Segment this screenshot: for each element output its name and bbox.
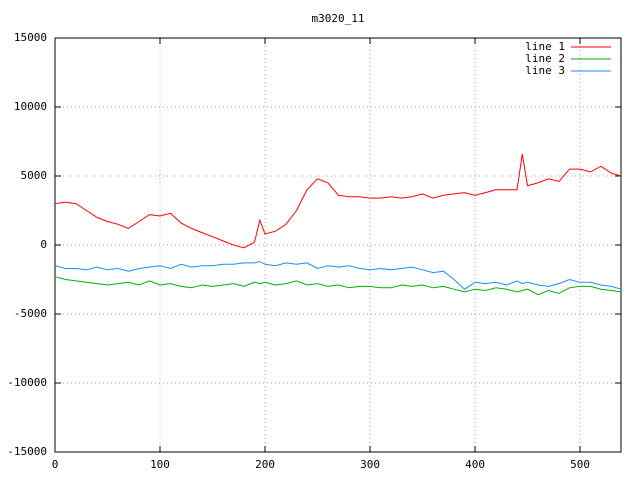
y-tick-label: -10000 bbox=[7, 376, 47, 389]
legend-label: line 2 bbox=[525, 52, 565, 65]
plot-frame bbox=[54, 37, 622, 453]
y-tick-label: -15000 bbox=[7, 445, 47, 458]
x-tick-label: 300 bbox=[360, 458, 380, 471]
y-tick-label: 5000 bbox=[21, 169, 48, 182]
series-line bbox=[54, 276, 622, 296]
x-tick-label: 400 bbox=[465, 458, 485, 471]
y-tick-label: -5000 bbox=[14, 307, 47, 320]
y-tick-label: 0 bbox=[40, 238, 47, 251]
x-tick-label: 100 bbox=[150, 458, 170, 471]
legend-label: line 1 bbox=[525, 40, 565, 53]
series-line bbox=[54, 153, 622, 249]
series-line bbox=[54, 261, 622, 290]
y-tick-label: 15000 bbox=[14, 31, 47, 44]
x-tick-label: 200 bbox=[255, 458, 275, 471]
legend-label: line 3 bbox=[525, 64, 565, 77]
x-tick-label: 0 bbox=[52, 458, 59, 471]
x-tick-label: 500 bbox=[570, 458, 590, 471]
chart-title: m3020_11 bbox=[312, 12, 365, 25]
y-tick-label: 10000 bbox=[14, 100, 47, 113]
